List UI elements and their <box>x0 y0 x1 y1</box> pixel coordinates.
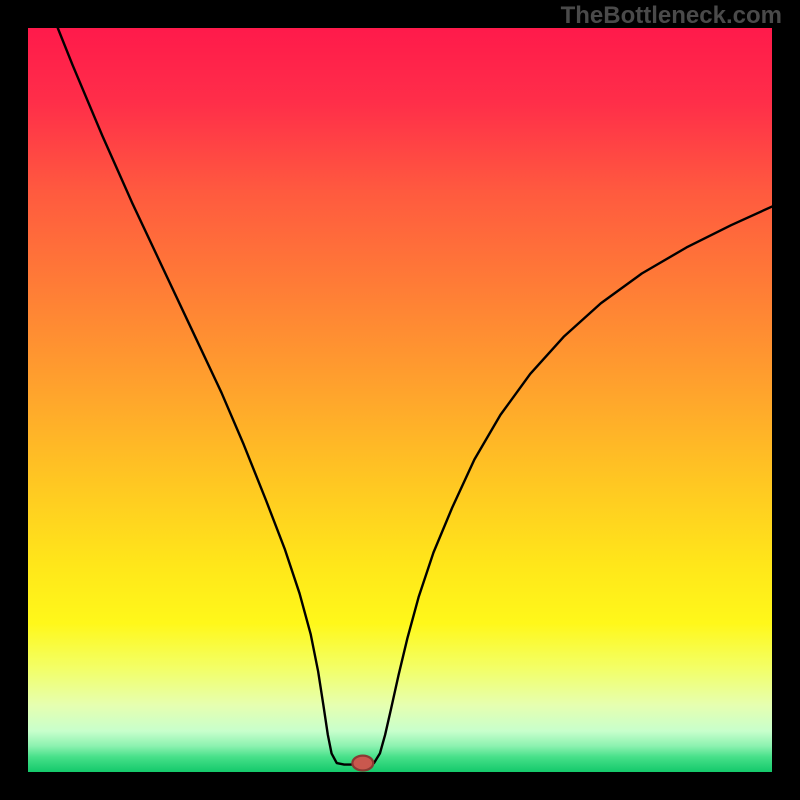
optimal-point-marker <box>352 756 373 771</box>
watermark-text: TheBottleneck.com <box>561 2 782 30</box>
chart-svg <box>0 0 800 800</box>
plot-background <box>28 28 772 772</box>
chart-frame: TheBottleneck.com <box>0 0 800 800</box>
